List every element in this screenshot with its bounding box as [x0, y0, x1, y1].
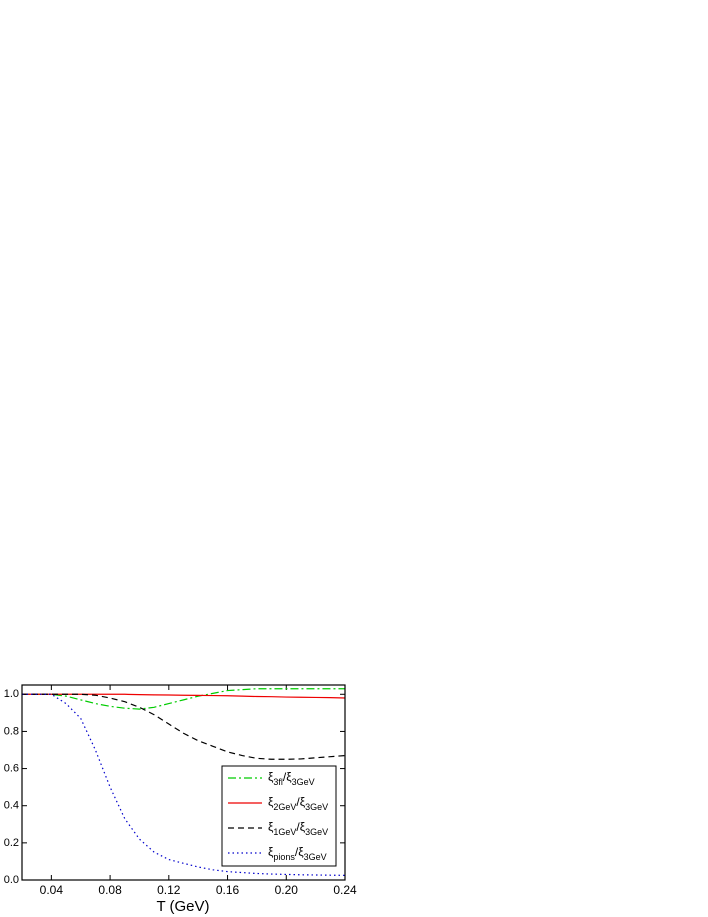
y-tick-label: 0.8 — [4, 725, 19, 737]
legend-label-part: /ξ — [296, 820, 305, 834]
x-tick-label: 0.12 — [157, 883, 181, 897]
y-tick-label: 0.2 — [4, 837, 19, 849]
legend-label: ξ3fl/ξ3GeV — [268, 770, 315, 787]
legend-label-part: 3GeV — [305, 802, 328, 812]
legend-label-part: pions — [273, 852, 295, 862]
legend-label-part: ξ — [268, 795, 274, 809]
legend-label: ξpions/ξ3GeV — [268, 845, 327, 862]
legend-label-part: 3fl — [273, 777, 283, 787]
legend-label-part: ξ — [268, 770, 274, 784]
y-tick-label: 0.4 — [4, 800, 19, 812]
legend-label: ξ2GeV/ξ3GeV — [268, 795, 328, 812]
legend-label-part: ξ — [268, 820, 274, 834]
x-tick-label: 0.08 — [98, 883, 122, 897]
legend-label-part: 3GeV — [292, 777, 315, 787]
x-tick-label: 0.20 — [275, 883, 299, 897]
x-tick-label: 0.24 — [333, 883, 357, 897]
legend-label-part: /ξ — [296, 795, 305, 809]
legend-label: ξ1GeV/ξ3GeV — [268, 820, 328, 837]
legend-label-part: /ξ — [283, 770, 292, 784]
legend-label-part: 1GeV — [273, 827, 296, 837]
x-axis-label: T (GeV) — [156, 898, 209, 915]
legend-label-part: 2GeV — [273, 802, 296, 812]
series-line — [22, 693, 346, 760]
legend-box — [221, 765, 337, 867]
legend-label-part: 3GeV — [304, 852, 327, 862]
x-tick-label: 0.04 — [40, 883, 64, 897]
series-line — [22, 688, 345, 710]
legend-label-part: ξ — [268, 845, 274, 859]
legend-label-part: /ξ — [295, 845, 304, 859]
plot-frame — [21, 684, 346, 881]
y-tick-label: 1.0 — [4, 688, 19, 700]
y-tick-label: 0.6 — [4, 762, 19, 774]
y-tick-label: 0.0 — [4, 874, 19, 886]
x-tick-label: 0.16 — [216, 883, 240, 897]
legend-label-part: 3GeV — [305, 827, 328, 837]
